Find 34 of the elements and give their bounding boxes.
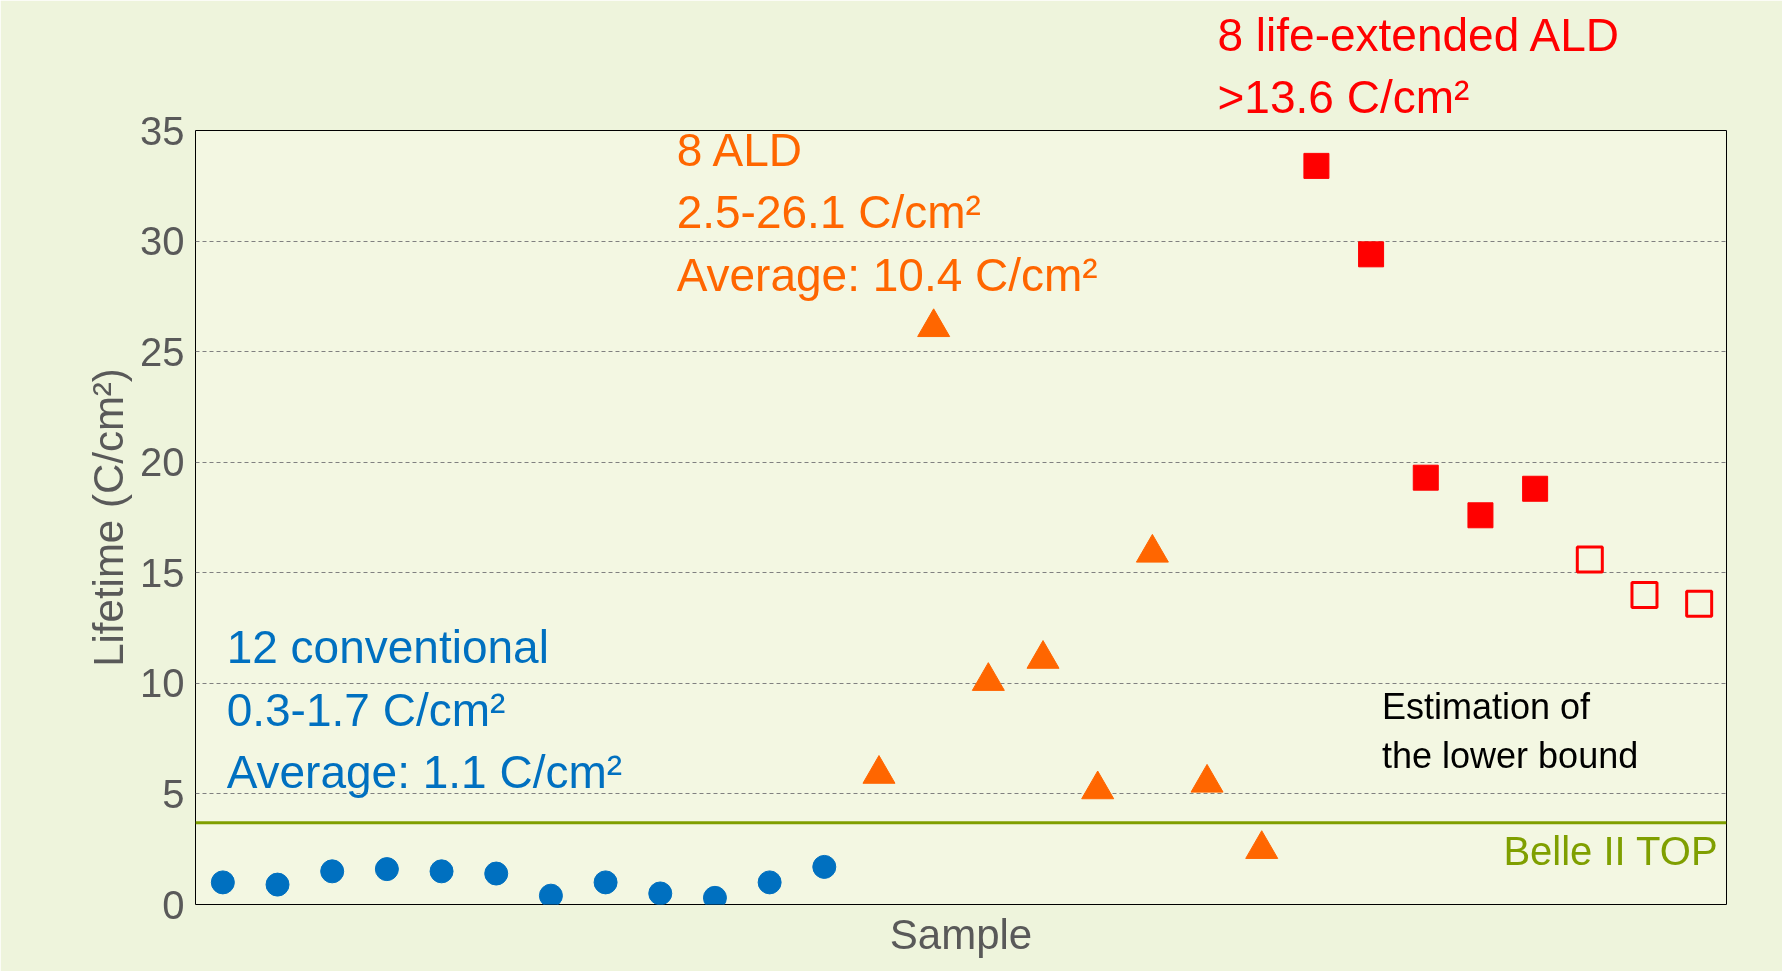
- y-tick-label: 5: [162, 771, 185, 816]
- point: [812, 854, 837, 879]
- point: [429, 859, 454, 884]
- point: [265, 872, 290, 897]
- point: [1358, 241, 1385, 268]
- y-tick-label: 30: [140, 219, 185, 264]
- point: [538, 883, 563, 905]
- annotation: 8 ALD 2.5-26.1 C/cm² Average: 10.4 C/cm²: [676, 123, 1098, 301]
- point: [210, 870, 235, 895]
- ref-line-label: Belle II TOP: [1503, 828, 1718, 873]
- y-tick-label: 0: [162, 882, 185, 927]
- point: [1303, 152, 1330, 179]
- text: 8 life-extended ALD >13.6 C/cm²: [1217, 9, 1619, 124]
- point: [757, 870, 782, 895]
- point: [648, 881, 673, 905]
- point: [1630, 580, 1659, 609]
- y-tick-label: 10: [140, 661, 185, 706]
- point: [484, 861, 509, 886]
- y-axis-title: Lifetime (C/cm²): [85, 368, 133, 667]
- y-tick-label: 25: [140, 329, 185, 374]
- y-tick-label: 20: [140, 440, 185, 485]
- point: [1685, 589, 1714, 618]
- x-axis-title: Sample: [889, 910, 1033, 958]
- point: [1575, 545, 1604, 574]
- point: [320, 859, 345, 884]
- point: [593, 870, 618, 895]
- point: [1522, 475, 1549, 502]
- y-tick-label: 35: [140, 108, 185, 153]
- annotation: Estimation of the lower bound: [1382, 685, 1639, 776]
- point: [1467, 502, 1494, 529]
- point: [374, 857, 399, 882]
- y-tick-label: 15: [140, 550, 185, 595]
- point: [1412, 464, 1439, 491]
- annotation: 12 conventional 0.3-1.7 C/cm² Average: 1.1 C/cm²: [226, 621, 623, 799]
